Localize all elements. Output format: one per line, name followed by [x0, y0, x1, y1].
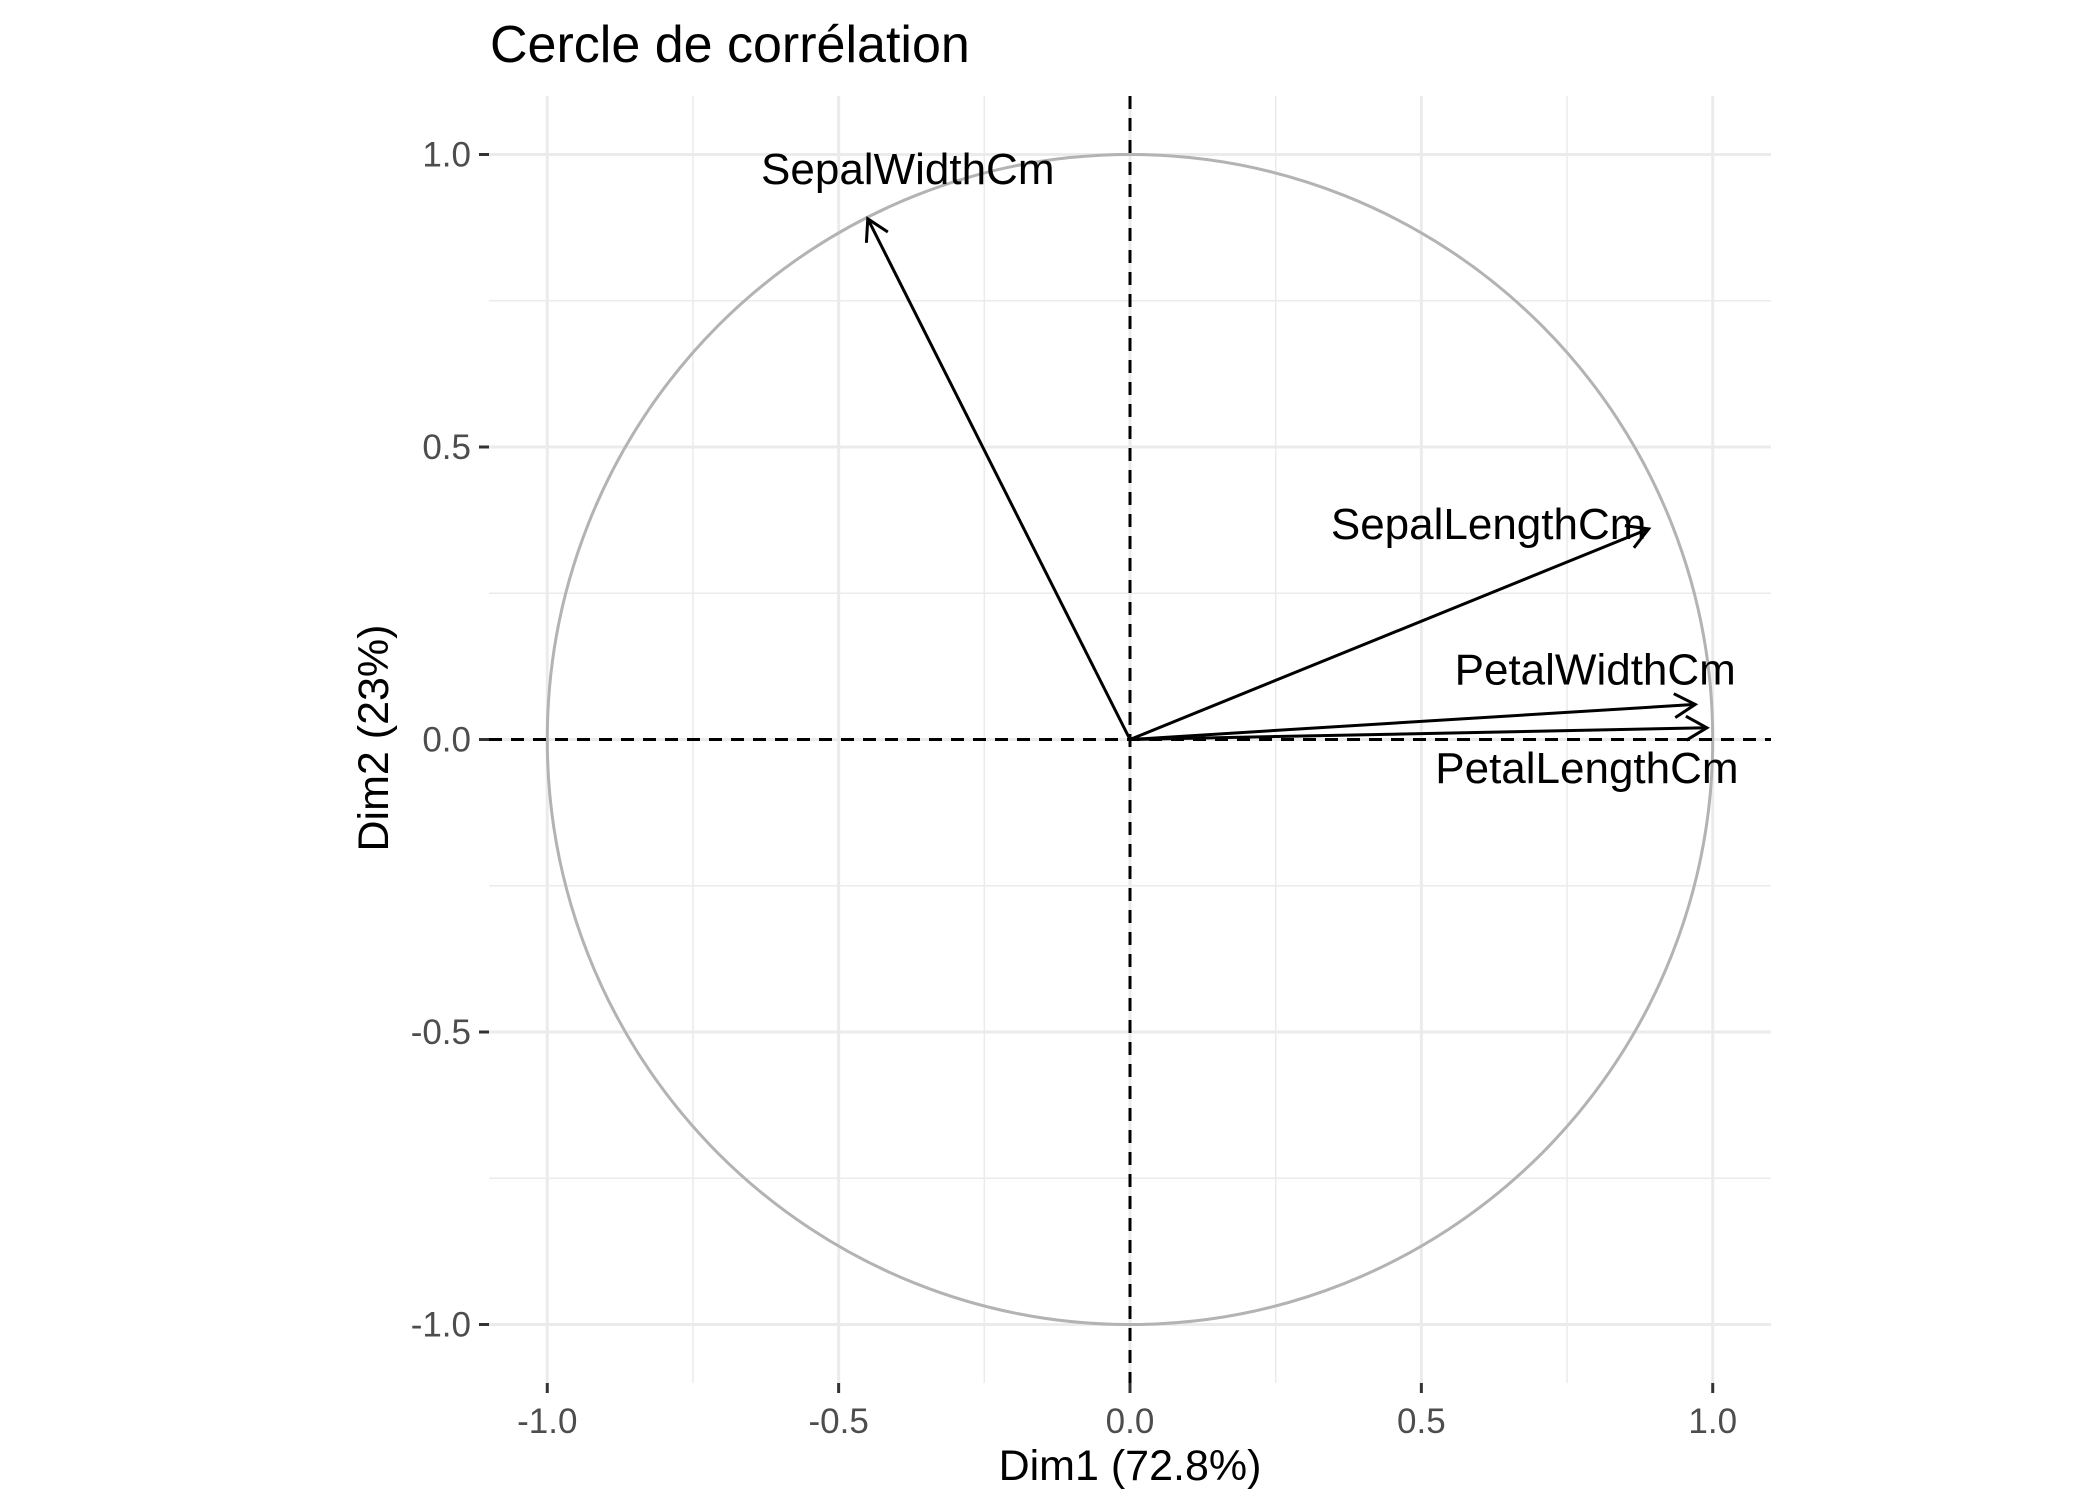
chart-title: Cercle de corrélation: [490, 16, 970, 74]
x-tick-label: 0.0: [1106, 1402, 1155, 1441]
arrow-sepal-width-cm: [866, 218, 1132, 741]
x-tick-label: 1.0: [1688, 1402, 1737, 1441]
arrow-sepal-length-cm: [1129, 527, 1650, 741]
variable-label-sepal-length-cm: SepalLengthCm: [1331, 500, 1647, 549]
arrowhead-petal-length-cm: [1685, 714, 1710, 742]
y-tick-label: 0.0: [422, 721, 471, 760]
x-tick-label: -1.0: [517, 1402, 577, 1441]
variable-label-sepal-width-cm: SepalWidthCm: [761, 145, 1054, 194]
y-tick-label: 0.5: [422, 428, 471, 467]
arrowhead-sepal-width-cm: [864, 216, 889, 243]
axis-layer: -1.0 -0.5 0.0 0.5 1.0 -1.0 -0.5 0.0 0.5 1.0: [411, 136, 1737, 1442]
x-axis-title: Dim1 (72.8%): [999, 1442, 1262, 1490]
variable-labels: SepalWidthCm SepalLengthCm PetalWidthCm Pet…: [761, 145, 1738, 793]
y-tick-label: -0.5: [411, 1013, 471, 1052]
arrow-petal-width-cm: [1129, 702, 1696, 741]
arrow-petal-length-cm: [1129, 726, 1707, 741]
y-tick-label: -1.0: [411, 1306, 471, 1345]
circle-layer: [545, 153, 1715, 1326]
x-tick-label: -0.5: [808, 1402, 868, 1441]
arrowhead-sepal-length-cm: [1624, 524, 1652, 549]
y-tick-label: 1.0: [422, 136, 471, 175]
variable-label-petal-length-cm: PetalLengthCm: [1435, 744, 1738, 793]
y-axis-title: Dim2 (23%): [350, 625, 398, 852]
x-tick-label: 0.5: [1397, 1402, 1446, 1441]
arrow-layer: [864, 216, 1710, 742]
unit-circle: [545, 153, 1715, 1326]
arrowhead-petal-width-cm: [1673, 692, 1699, 719]
variable-label-petal-width-cm: PetalWidthCm: [1455, 645, 1736, 694]
